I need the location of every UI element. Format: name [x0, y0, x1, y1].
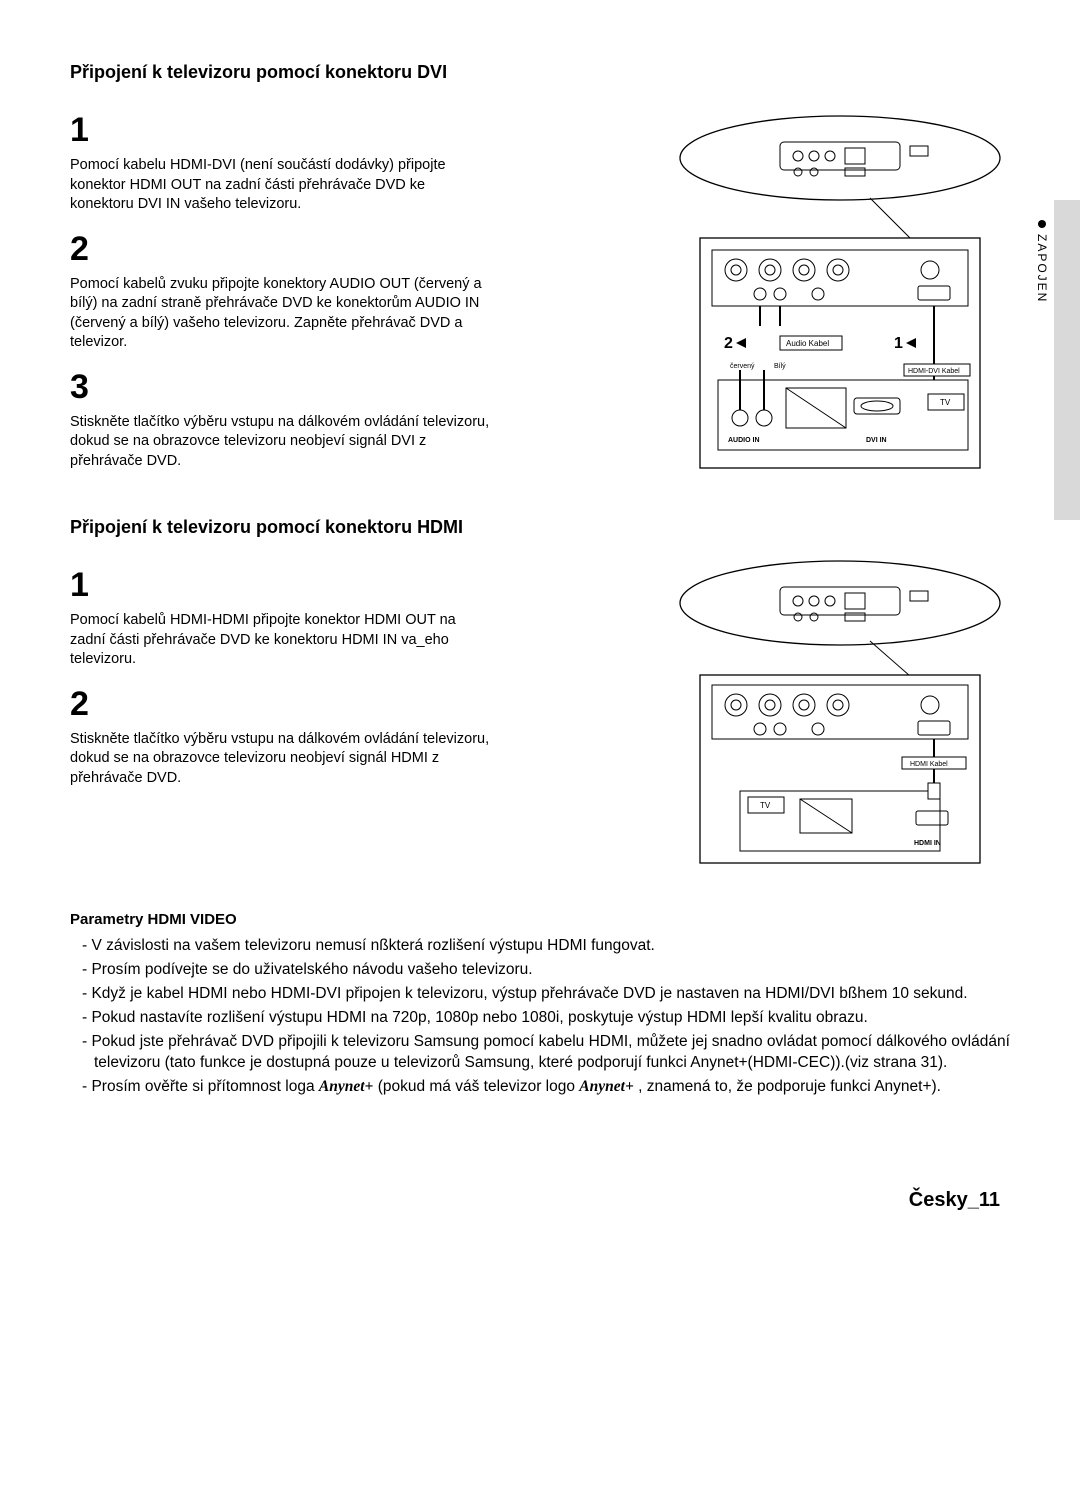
step-number: 1 [70, 563, 640, 609]
side-tab-text: ZAPOJEN [1034, 234, 1050, 303]
side-tab-bar [1054, 200, 1080, 520]
label-dvi-in: DVI IN [866, 437, 887, 444]
step-number: 2 [70, 682, 640, 728]
label-hdmi-in: HDMI IN [914, 840, 941, 847]
label-hdmi-dvi: HDMI-DVI Kabel [908, 368, 960, 375]
step-text: Pomocí kabelu HDMI-DVI (není součástí do… [70, 156, 490, 215]
label-hdmi-kabel: HDMI Kabel [910, 761, 948, 768]
section2-block: 1 Pomocí kabelů HDMI-HDMI připojte konek… [70, 553, 1010, 880]
section1-steps: 1 Pomocí kabelu HDMI-DVI (není součástí … [70, 98, 640, 485]
parameters-heading: Parametry HDMI VIDEO [70, 910, 1010, 930]
step-text: Stiskněte tlačítko výběru vstupu na dálk… [70, 413, 490, 472]
step-number: 1 [70, 108, 640, 154]
step-text: Pomocí kabelů zvuku připojte konektory A… [70, 275, 490, 353]
anynet-mid: (pokud má váš televizor logo [378, 1078, 580, 1095]
label-tv: TV [940, 398, 951, 407]
param-item: Pokud nastavíte rozlišení výstupu HDMI n… [82, 1008, 1010, 1029]
section1-diagram: 2 1 Audio Kabel červený Bílý HDMI-DVI Ka… [670, 98, 1010, 485]
callout-2: 2 [724, 335, 733, 352]
section1-block: 1 Pomocí kabelu HDMI-DVI (není součástí … [70, 98, 1010, 485]
label-cerveny: červený [730, 363, 755, 370]
step-number: 3 [70, 365, 640, 411]
param-item-anynet: Prosím ověřte si přítomnost loga Anynet+… [82, 1077, 1010, 1098]
param-item: Když je kabel HDMI nebo HDMI-DVI připoje… [82, 984, 1010, 1005]
callout-1: 1 [894, 335, 903, 352]
step-text: Pomocí kabelů HDMI-HDMI připojte konekto… [70, 611, 490, 670]
label-audio-in: AUDIO IN [728, 437, 760, 444]
param-item: Pokud jste přehrávač DVD připojili k tel… [82, 1032, 1010, 1074]
anynet-post: , znamená to, že podporuje funkci Anynet… [638, 1078, 941, 1095]
section1-heading: Připojení k televizoru pomocí konektoru … [70, 60, 1010, 84]
label-tv2: TV [760, 801, 771, 810]
anynet-logo2: Anynet+ [579, 1078, 633, 1095]
param-item: Prosím podívejte se do uživatelského náv… [82, 960, 1010, 981]
step-number: 2 [70, 227, 640, 273]
label-audio-kabel: Audio Kabel [786, 339, 829, 348]
label-bily: Bílý [774, 363, 786, 370]
parameters-list: V závislosti na vašem televizoru nemusí … [70, 936, 1010, 1097]
side-tab-label: ZAPOJEN [1034, 220, 1050, 303]
anynet-pre: Prosím ověřte si přítomnost loga [91, 1078, 318, 1095]
page-footer: Česky_11 [70, 1187, 1010, 1214]
param-item: V závislosti na vašem televizoru nemusí … [82, 936, 1010, 957]
anynet-logo: Anynet+ [319, 1078, 373, 1095]
section2-diagram: HDMI Kabel TV HDMI IN [670, 553, 1010, 880]
section2-heading: Připojení k televizoru pomocí konektoru … [70, 515, 1010, 539]
section2-steps: 1 Pomocí kabelů HDMI-HDMI připojte konek… [70, 553, 640, 880]
side-tab-dot [1038, 220, 1046, 228]
step-text: Stiskněte tlačítko výběru vstupu na dálk… [70, 730, 490, 789]
